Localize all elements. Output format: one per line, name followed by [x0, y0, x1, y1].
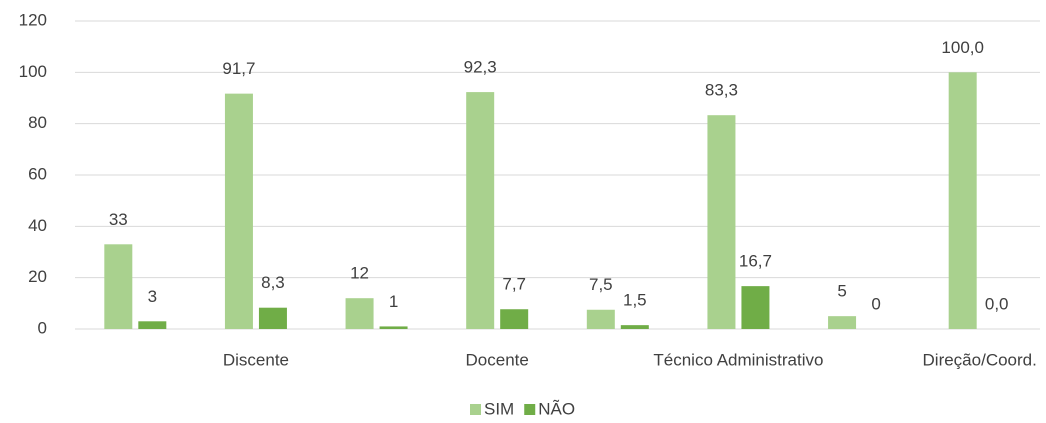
bar	[948, 72, 977, 329]
data-label: 7,7	[502, 275, 526, 294]
data-label: 7,5	[589, 275, 613, 294]
y-tick-label: 0	[38, 318, 47, 337]
x-tick-label: Discente	[223, 350, 289, 369]
data-label: 33	[109, 210, 128, 229]
data-label: 12	[350, 264, 369, 283]
data-label: 8,3	[261, 273, 285, 292]
x-tick-label: Docente	[466, 350, 529, 369]
bar	[224, 93, 253, 330]
bar	[138, 321, 167, 329]
data-label: 92,3	[464, 58, 497, 77]
legend-label: NÃO	[538, 399, 575, 418]
y-tick-label: 120	[19, 10, 47, 29]
x-tick-label: Direção/Coord.	[923, 350, 1037, 369]
bar	[741, 286, 770, 329]
legend-swatch	[524, 404, 536, 415]
bar	[828, 316, 857, 329]
bar	[345, 298, 374, 329]
data-label: 5	[837, 282, 846, 301]
data-label: 16,7	[739, 252, 772, 271]
bar	[707, 115, 736, 330]
data-label: 0,0	[985, 294, 1009, 313]
legend-label: SIM	[484, 399, 514, 418]
bar	[500, 309, 529, 329]
y-tick-label: 100	[19, 62, 47, 81]
x-tick-label: Técnico Administrativo	[653, 350, 823, 369]
data-label: 0	[871, 294, 880, 313]
data-label: 3	[148, 287, 157, 306]
data-label: 1	[389, 292, 398, 311]
data-label: 91,7	[222, 59, 255, 78]
bar	[586, 309, 615, 329]
legend-swatch	[470, 404, 481, 415]
bar	[379, 326, 408, 329]
data-label: 1,5	[623, 291, 647, 310]
data-label: 100,0	[941, 38, 984, 57]
bar	[104, 244, 133, 329]
y-tick-label: 40	[28, 216, 47, 235]
bar	[466, 92, 495, 329]
bar	[620, 325, 649, 329]
bar	[258, 307, 287, 329]
y-tick-label: 80	[28, 113, 47, 132]
y-tick-label: 60	[28, 164, 47, 183]
y-tick-label: 20	[28, 267, 47, 286]
data-label: 83,3	[705, 81, 738, 100]
